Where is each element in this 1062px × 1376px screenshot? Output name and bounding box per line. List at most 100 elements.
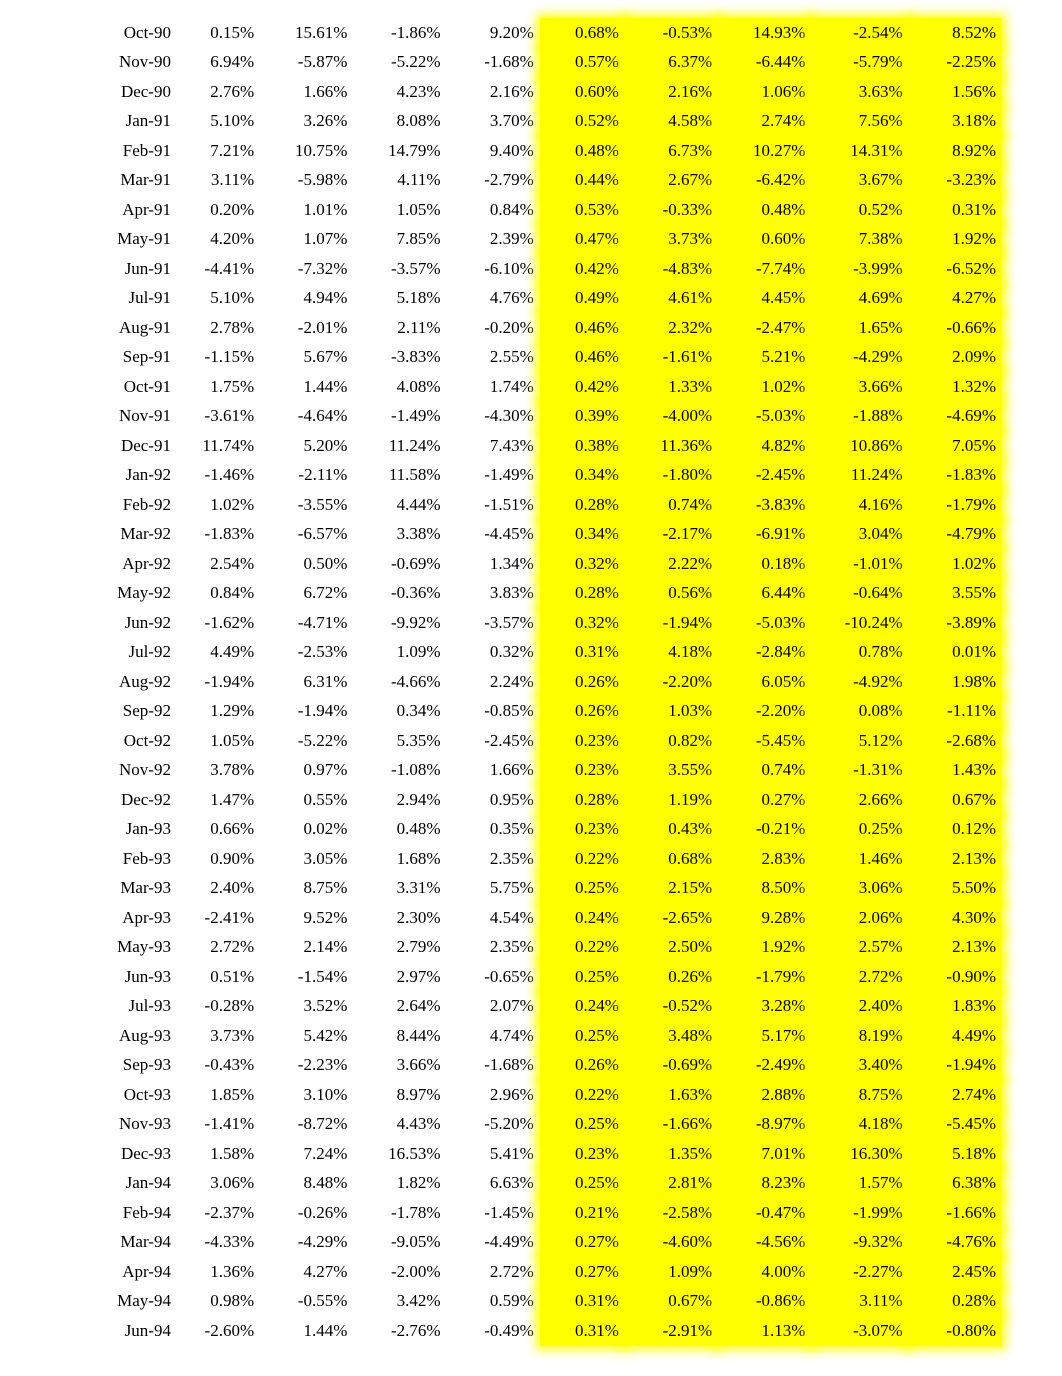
value-cell: 7.85%	[353, 225, 446, 255]
value-cell: 0.74%	[625, 490, 718, 520]
month-cell: May-94	[100, 1287, 173, 1317]
value-cell: -2.65%	[625, 903, 718, 933]
value-cell: 3.63%	[811, 77, 908, 107]
table-row: Jan-943.06%8.48%1.82%6.63%0.25%2.81%8.23…	[100, 1169, 1002, 1199]
value-cell: 0.90%	[173, 844, 260, 874]
month-cell: Apr-94	[100, 1257, 173, 1287]
value-cell: -1.45%	[447, 1198, 540, 1228]
value-cell: 0.34%	[540, 520, 625, 550]
value-cell: -9.32%	[811, 1228, 908, 1258]
value-cell: -6.52%	[909, 254, 1002, 284]
value-cell: 0.32%	[540, 608, 625, 638]
value-cell: 0.53%	[540, 195, 625, 225]
value-cell: -0.64%	[811, 579, 908, 609]
value-cell: -0.53%	[625, 18, 718, 48]
value-cell: -2.01%	[260, 313, 353, 343]
month-cell: Feb-92	[100, 490, 173, 520]
value-cell: 4.30%	[909, 903, 1002, 933]
month-cell: Feb-91	[100, 136, 173, 166]
value-cell: 4.20%	[173, 225, 260, 255]
table-row: Jan-915.10%3.26%8.08%3.70%0.52%4.58%2.74…	[100, 107, 1002, 137]
value-cell: -1.51%	[447, 490, 540, 520]
value-cell: 0.48%	[353, 815, 446, 845]
value-cell: 0.25%	[540, 1110, 625, 1140]
value-cell: -4.41%	[173, 254, 260, 284]
value-cell: -1.66%	[625, 1110, 718, 1140]
value-cell: 15.61%	[260, 18, 353, 48]
month-cell: Nov-93	[100, 1110, 173, 1140]
value-cell: -4.29%	[811, 343, 908, 373]
value-cell: 1.66%	[447, 756, 540, 786]
table-row: Apr-93-2.41%9.52%2.30%4.54%0.24%-2.65%9.…	[100, 903, 1002, 933]
value-cell: 0.24%	[540, 903, 625, 933]
value-cell: 4.00%	[718, 1257, 811, 1287]
value-cell: 4.61%	[625, 284, 718, 314]
value-cell: -1.49%	[447, 461, 540, 491]
value-cell: -4.33%	[173, 1228, 260, 1258]
value-cell: 2.97%	[353, 962, 446, 992]
value-cell: -2.37%	[173, 1198, 260, 1228]
value-cell: 5.10%	[173, 284, 260, 314]
value-cell: 3.31%	[353, 874, 446, 904]
value-cell: 0.74%	[718, 756, 811, 786]
month-cell: Jul-92	[100, 638, 173, 668]
value-cell: 4.49%	[909, 1021, 1002, 1051]
value-cell: 2.40%	[173, 874, 260, 904]
value-cell: 0.49%	[540, 284, 625, 314]
value-cell: -0.80%	[909, 1316, 1002, 1346]
value-cell: 1.13%	[718, 1316, 811, 1346]
value-cell: 1.83%	[909, 992, 1002, 1022]
value-cell: 1.09%	[625, 1257, 718, 1287]
value-cell: 2.54%	[173, 549, 260, 579]
table-row: Nov-923.78%0.97%-1.08%1.66%0.23%3.55%0.7…	[100, 756, 1002, 786]
table-row: Aug-92-1.94%6.31%-4.66%2.24%0.26%-2.20%6…	[100, 667, 1002, 697]
month-cell: Jun-93	[100, 962, 173, 992]
value-cell: -5.98%	[260, 166, 353, 196]
table-row: Feb-94-2.37%-0.26%-1.78%-1.45%0.21%-2.58…	[100, 1198, 1002, 1228]
value-cell: 0.27%	[540, 1228, 625, 1258]
table-row: May-932.72%2.14%2.79%2.35%0.22%2.50%1.92…	[100, 933, 1002, 963]
value-cell: 16.53%	[353, 1139, 446, 1169]
value-cell: 0.68%	[540, 18, 625, 48]
value-cell: 0.51%	[173, 962, 260, 992]
value-cell: 1.34%	[447, 549, 540, 579]
value-cell: -1.62%	[173, 608, 260, 638]
month-cell: Jul-91	[100, 284, 173, 314]
value-cell: 4.58%	[625, 107, 718, 137]
value-cell: 0.34%	[540, 461, 625, 491]
value-cell: 1.56%	[909, 77, 1002, 107]
value-cell: 5.18%	[909, 1139, 1002, 1169]
table-row: Sep-91-1.15%5.67%-3.83%2.55%0.46%-1.61%5…	[100, 343, 1002, 373]
month-cell: May-91	[100, 225, 173, 255]
month-cell: Dec-92	[100, 785, 173, 815]
value-cell: 0.82%	[625, 726, 718, 756]
value-cell: 4.27%	[260, 1257, 353, 1287]
value-cell: 1.05%	[353, 195, 446, 225]
month-cell: Dec-90	[100, 77, 173, 107]
value-cell: -1.68%	[447, 1051, 540, 1081]
value-cell: 2.32%	[625, 313, 718, 343]
value-cell: 5.35%	[353, 726, 446, 756]
value-cell: -4.83%	[625, 254, 718, 284]
value-cell: 3.18%	[909, 107, 1002, 137]
value-cell: 4.11%	[353, 166, 446, 196]
value-cell: -0.47%	[718, 1198, 811, 1228]
value-cell: 3.67%	[811, 166, 908, 196]
value-cell: 0.22%	[540, 933, 625, 963]
table-row: Jul-93-0.28%3.52%2.64%2.07%0.24%-0.52%3.…	[100, 992, 1002, 1022]
value-cell: 0.32%	[540, 549, 625, 579]
value-cell: 8.08%	[353, 107, 446, 137]
value-cell: 2.79%	[353, 933, 446, 963]
value-cell: 5.50%	[909, 874, 1002, 904]
value-cell: 2.14%	[260, 933, 353, 963]
value-cell: 0.95%	[447, 785, 540, 815]
value-cell: -4.49%	[447, 1228, 540, 1258]
value-cell: 2.40%	[811, 992, 908, 1022]
table-body: Oct-900.15%15.61%-1.86%9.20%0.68%-0.53%1…	[100, 18, 1002, 1346]
value-cell: 11.36%	[625, 431, 718, 461]
value-cell: -1.83%	[173, 520, 260, 550]
month-cell: Jan-91	[100, 107, 173, 137]
value-cell: 0.08%	[811, 697, 908, 727]
value-cell: 1.01%	[260, 195, 353, 225]
value-cell: -3.55%	[260, 490, 353, 520]
